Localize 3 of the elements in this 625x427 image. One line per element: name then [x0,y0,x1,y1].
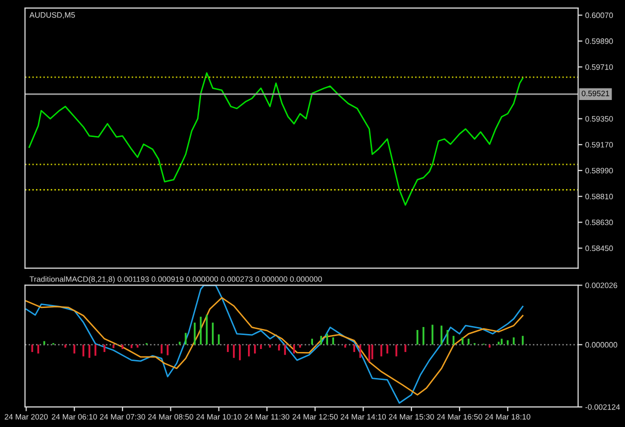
line-series [28,72,524,206]
line-series [26,297,524,396]
line-series [26,285,524,404]
